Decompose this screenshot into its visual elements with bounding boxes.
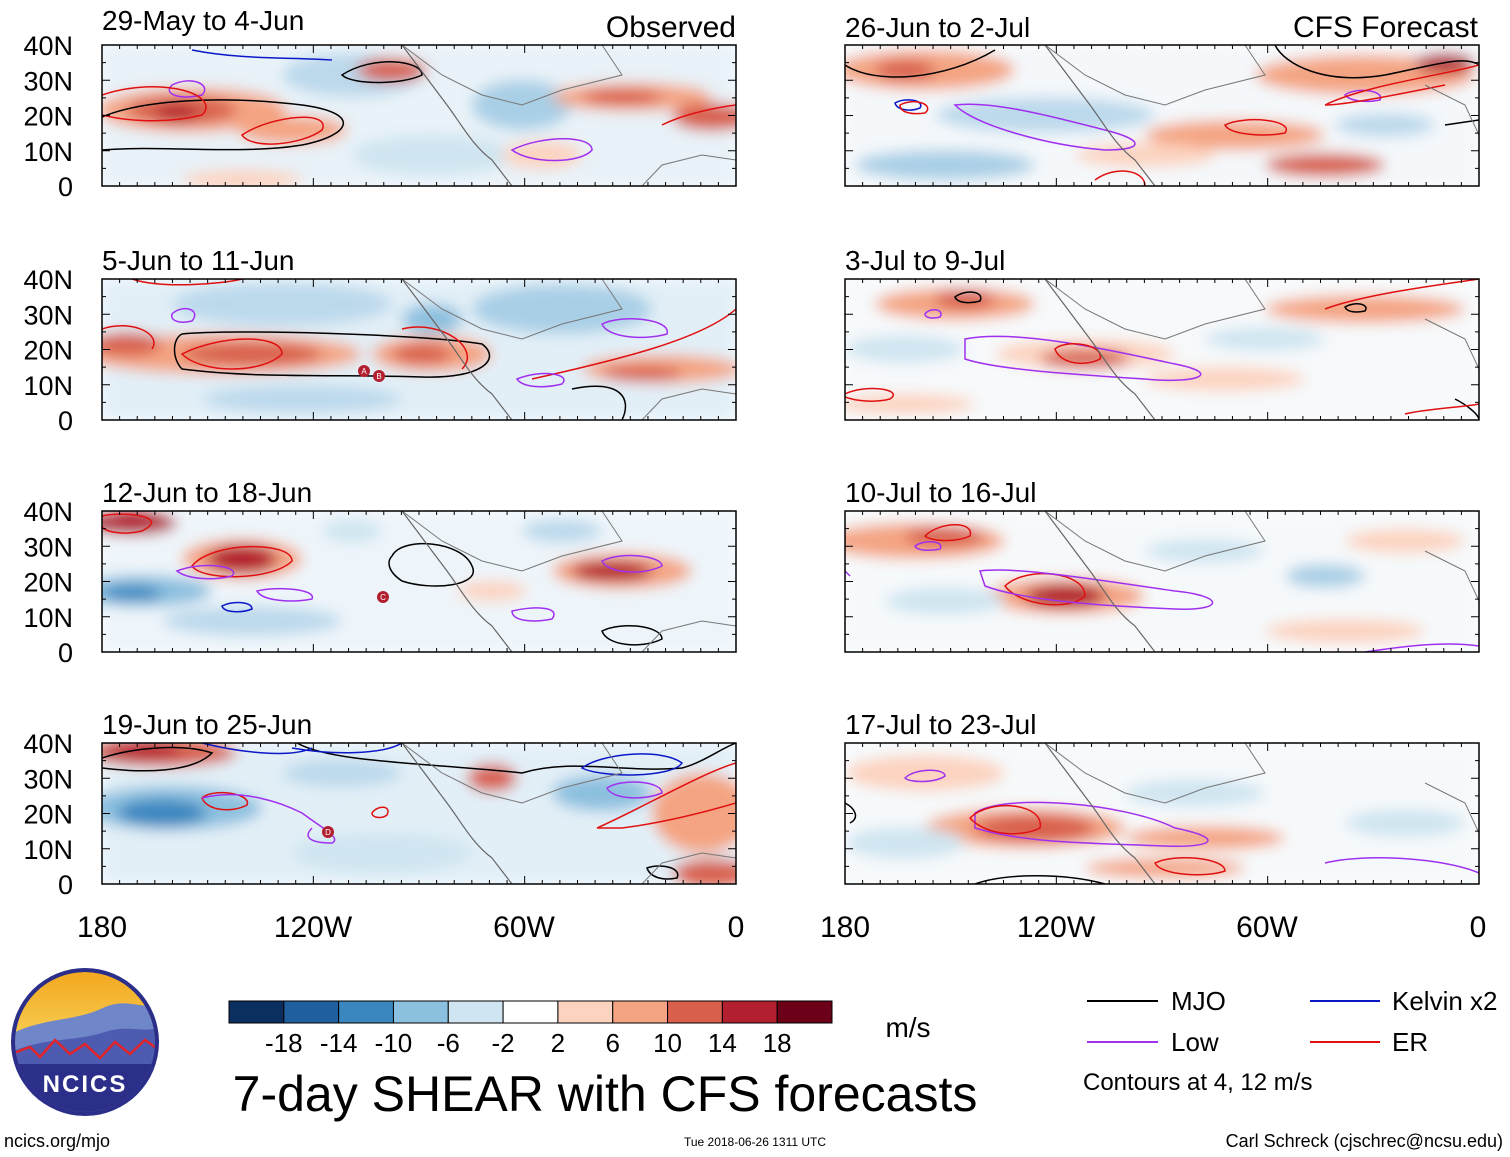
lon-tick-180-left: 180 bbox=[77, 911, 127, 944]
lon-tick-60w-right: 60W bbox=[1236, 911, 1298, 944]
observed-panel-3-title: 12-Jun to 18-Jun bbox=[102, 477, 312, 508]
colorbar-label: 18 bbox=[763, 1028, 792, 1058]
longitude-labels-right: 180 120W 60W 0 bbox=[820, 911, 1486, 944]
longitude-labels-left: 180 120W 60W 0 bbox=[77, 911, 744, 944]
lon-tick-120w-right: 120W bbox=[1017, 911, 1096, 944]
storm-marker-b: B bbox=[373, 370, 385, 382]
ncics-logo: NCICS bbox=[11, 968, 159, 1116]
lon-tick-0-left: 0 bbox=[728, 911, 745, 944]
svg-text:ER: ER bbox=[1392, 1027, 1428, 1057]
forecast-label: CFS Forecast bbox=[1293, 11, 1479, 44]
colorbar-label: 10 bbox=[653, 1028, 682, 1058]
colorbar-label: -18 bbox=[265, 1028, 303, 1058]
colorbar-swatch bbox=[721, 1000, 778, 1024]
legend: MJO Kelvin x2 Low ER Contours at 4, 12 m… bbox=[1083, 986, 1498, 1096]
forecast-panel-3 bbox=[844, 510, 1480, 653]
lat-tick-label: 0 bbox=[58, 172, 73, 202]
legend-item-low: Low bbox=[1087, 1027, 1219, 1057]
lat-tick-label: 30N bbox=[23, 764, 73, 794]
forecast-panel-1-title: 26-Jun to 2-Jul bbox=[845, 12, 1030, 43]
lat-tick-label: 20N bbox=[23, 336, 73, 366]
latitude-labels: 40N 30N 20N 10N 0 40N 30N 20N 10N 0 40N 30N 20N 10N 0 4… bbox=[23, 31, 73, 900]
lon-tick-180-right: 180 bbox=[820, 911, 870, 944]
lat-tick-label: 30N bbox=[23, 66, 73, 96]
lat-tick-label: 40N bbox=[23, 497, 73, 527]
lat-tick-label: 30N bbox=[23, 532, 73, 562]
colorbar-swatch bbox=[667, 1000, 723, 1024]
lon-tick-120w-left: 120W bbox=[274, 911, 353, 944]
lon-tick-0-right: 0 bbox=[1470, 911, 1487, 944]
website-link[interactable]: ncics.org/mjo bbox=[4, 1131, 110, 1151]
colorbar-label: -10 bbox=[375, 1028, 413, 1058]
colorbar-swatch bbox=[338, 1000, 394, 1024]
lat-tick-label: 40N bbox=[23, 265, 73, 295]
figure-title: 7-day SHEAR with CFS forecasts bbox=[233, 1066, 978, 1122]
lat-tick-label: 0 bbox=[58, 406, 73, 436]
observed-panel-4: D bbox=[101, 742, 737, 885]
colorbar-label: 6 bbox=[605, 1028, 619, 1058]
colorbar-label: 14 bbox=[708, 1028, 737, 1058]
colorbar-label: -14 bbox=[320, 1028, 358, 1058]
lat-tick-label: 20N bbox=[23, 800, 73, 830]
author-credit: Carl Schreck (cjschrec@ncsu.edu) bbox=[1226, 1131, 1503, 1151]
colorbar-swatch bbox=[228, 1000, 285, 1024]
colorbar-swatch bbox=[502, 1000, 559, 1024]
legend-item-er: ER bbox=[1310, 1027, 1428, 1057]
logo-text: NCICS bbox=[43, 1071, 128, 1098]
lat-tick-label: 10N bbox=[23, 835, 73, 865]
colorbar-label: 2 bbox=[551, 1028, 565, 1058]
lat-tick-label: 20N bbox=[23, 102, 73, 132]
svg-text:MJO: MJO bbox=[1171, 986, 1226, 1016]
svg-text:C: C bbox=[380, 593, 386, 602]
forecast-panel-3-title: 10-Jul to 16-Jul bbox=[845, 477, 1036, 508]
lon-tick-60w-left: 60W bbox=[493, 911, 555, 944]
svg-text:D: D bbox=[325, 828, 331, 837]
colorbar-label: -2 bbox=[492, 1028, 515, 1058]
lat-tick-label: 10N bbox=[23, 371, 73, 401]
observed-panel-1-title: 29-May to 4-Jun bbox=[102, 5, 304, 36]
svg-text:A: A bbox=[361, 367, 367, 376]
observed-panel-2: A B bbox=[101, 278, 737, 421]
storm-marker-a: A bbox=[358, 365, 370, 377]
lat-tick-label: 10N bbox=[23, 603, 73, 633]
forecast-panel-2-title: 3-Jul to 9-Jul bbox=[845, 245, 1005, 276]
forecast-panel-2 bbox=[844, 278, 1480, 421]
storm-marker-c: C bbox=[377, 591, 389, 603]
lat-tick-label: 10N bbox=[23, 137, 73, 167]
observed-panel-3: C bbox=[101, 510, 737, 653]
colorbar-swatch bbox=[447, 1000, 504, 1024]
observed-panel-1 bbox=[101, 44, 737, 187]
colorbar-units: m/s bbox=[885, 1012, 930, 1043]
legend-item-kelvin: Kelvin x2 bbox=[1310, 986, 1498, 1016]
colorbar-swatch bbox=[776, 1000, 833, 1024]
svg-text:Low: Low bbox=[1171, 1027, 1219, 1057]
observed-panel-2-title: 5-Jun to 11-Jun bbox=[102, 245, 295, 276]
observed-panel-4-title: 19-Jun to 25-Jun bbox=[102, 709, 312, 740]
lat-tick-label: 20N bbox=[23, 568, 73, 598]
forecast-panel-4-title: 17-Jul to 23-Jul bbox=[845, 709, 1036, 740]
lat-tick-label: 0 bbox=[58, 870, 73, 900]
timestamp: Tue 2018-06-26 1311 UTC bbox=[684, 1135, 826, 1149]
lat-tick-label: 30N bbox=[23, 300, 73, 330]
lat-tick-label: 40N bbox=[23, 729, 73, 759]
observed-label: Observed bbox=[606, 11, 736, 44]
colorbar: -18 -14 -10 -6 -2 2 6 10 14 18 bbox=[228, 1000, 833, 1058]
lat-tick-label: 40N bbox=[23, 31, 73, 61]
colorbar-swatch bbox=[557, 1000, 614, 1024]
colorbar-swatch bbox=[283, 1000, 340, 1024]
colorbar-swatch bbox=[612, 1000, 669, 1024]
colorbar-label: -6 bbox=[437, 1028, 460, 1058]
legend-note: Contours at 4, 12 m/s bbox=[1083, 1069, 1312, 1096]
colorbar-swatch bbox=[392, 1000, 449, 1024]
storm-marker-d: D bbox=[322, 826, 334, 838]
lat-tick-label: 0 bbox=[58, 638, 73, 668]
forecast-panel-4 bbox=[844, 742, 1480, 885]
svg-text:B: B bbox=[376, 372, 381, 381]
svg-text:Kelvin x2: Kelvin x2 bbox=[1392, 986, 1498, 1016]
legend-item-mjo: MJO bbox=[1087, 986, 1226, 1016]
forecast-panel-1 bbox=[844, 44, 1480, 187]
